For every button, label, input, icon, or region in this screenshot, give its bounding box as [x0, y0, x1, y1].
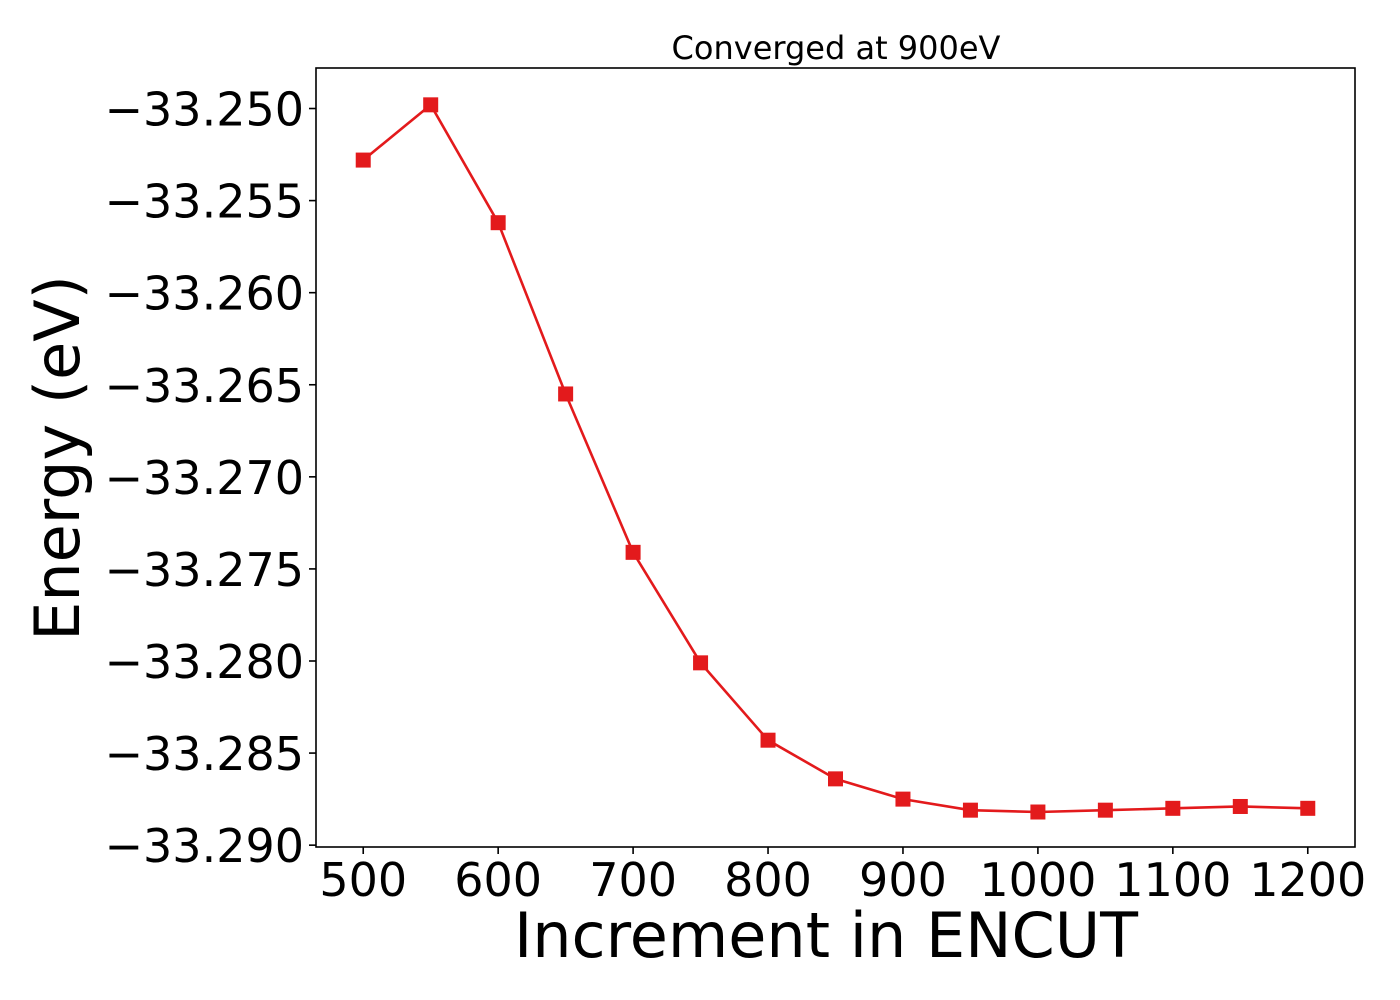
data-point-marker — [625, 544, 641, 560]
y-tick-label: −33.255 — [105, 175, 305, 229]
x-tick-label: 900 — [859, 853, 947, 907]
plot-area — [315, 67, 1356, 848]
data-point-marker — [1030, 804, 1046, 820]
data-point-marker — [1165, 800, 1181, 816]
data-point-marker — [828, 771, 843, 787]
y-axis-label: Energy (eV) — [21, 275, 94, 641]
data-point-marker — [355, 152, 371, 168]
x-tick-label: 1200 — [1249, 853, 1366, 907]
x-tick-label: 1100 — [1114, 853, 1231, 907]
x-tick-label: 1000 — [979, 853, 1096, 907]
x-axis: 500 600 700 800 900 1000 1100 1200 — [319, 847, 1366, 907]
y-tick-label: −33.280 — [105, 635, 305, 689]
data-point-marker — [1300, 800, 1316, 816]
data-point-marker — [558, 386, 574, 402]
y-tick-label: −33.260 — [105, 267, 305, 321]
plot-frame — [315, 67, 1356, 848]
series-line — [362, 103, 1308, 814]
data-point-marker — [490, 215, 506, 231]
data-point-marker — [1097, 802, 1113, 818]
x-tick-label: 800 — [724, 853, 812, 907]
y-tick-label: −33.250 — [105, 83, 305, 137]
y-tick-label: −33.270 — [105, 451, 305, 505]
x-tick-label: 700 — [589, 853, 677, 907]
y-tick-label: −33.275 — [105, 543, 305, 597]
data-point-marker — [693, 655, 709, 671]
y-tick-label: −33.290 — [105, 819, 305, 873]
x-tick-label: 500 — [319, 853, 407, 907]
x-tick-label: 600 — [454, 853, 542, 907]
data-point-marker — [1232, 798, 1248, 814]
x-axis-label: Increment in ENCUT — [514, 899, 1139, 972]
data-point-marker — [423, 97, 439, 113]
y-tick-label: −33.265 — [105, 359, 305, 413]
chart-title: Converged at 900eV — [672, 29, 1001, 67]
data-point-marker — [760, 732, 776, 748]
data-point-marker — [962, 802, 978, 818]
y-tick-label: −33.285 — [105, 727, 305, 781]
series-energy — [355, 97, 1316, 820]
y-axis: −33.250 −33.255 −33.260 −33.265 −33.270 −33.2… — [105, 83, 316, 873]
data-point-marker — [895, 791, 911, 807]
